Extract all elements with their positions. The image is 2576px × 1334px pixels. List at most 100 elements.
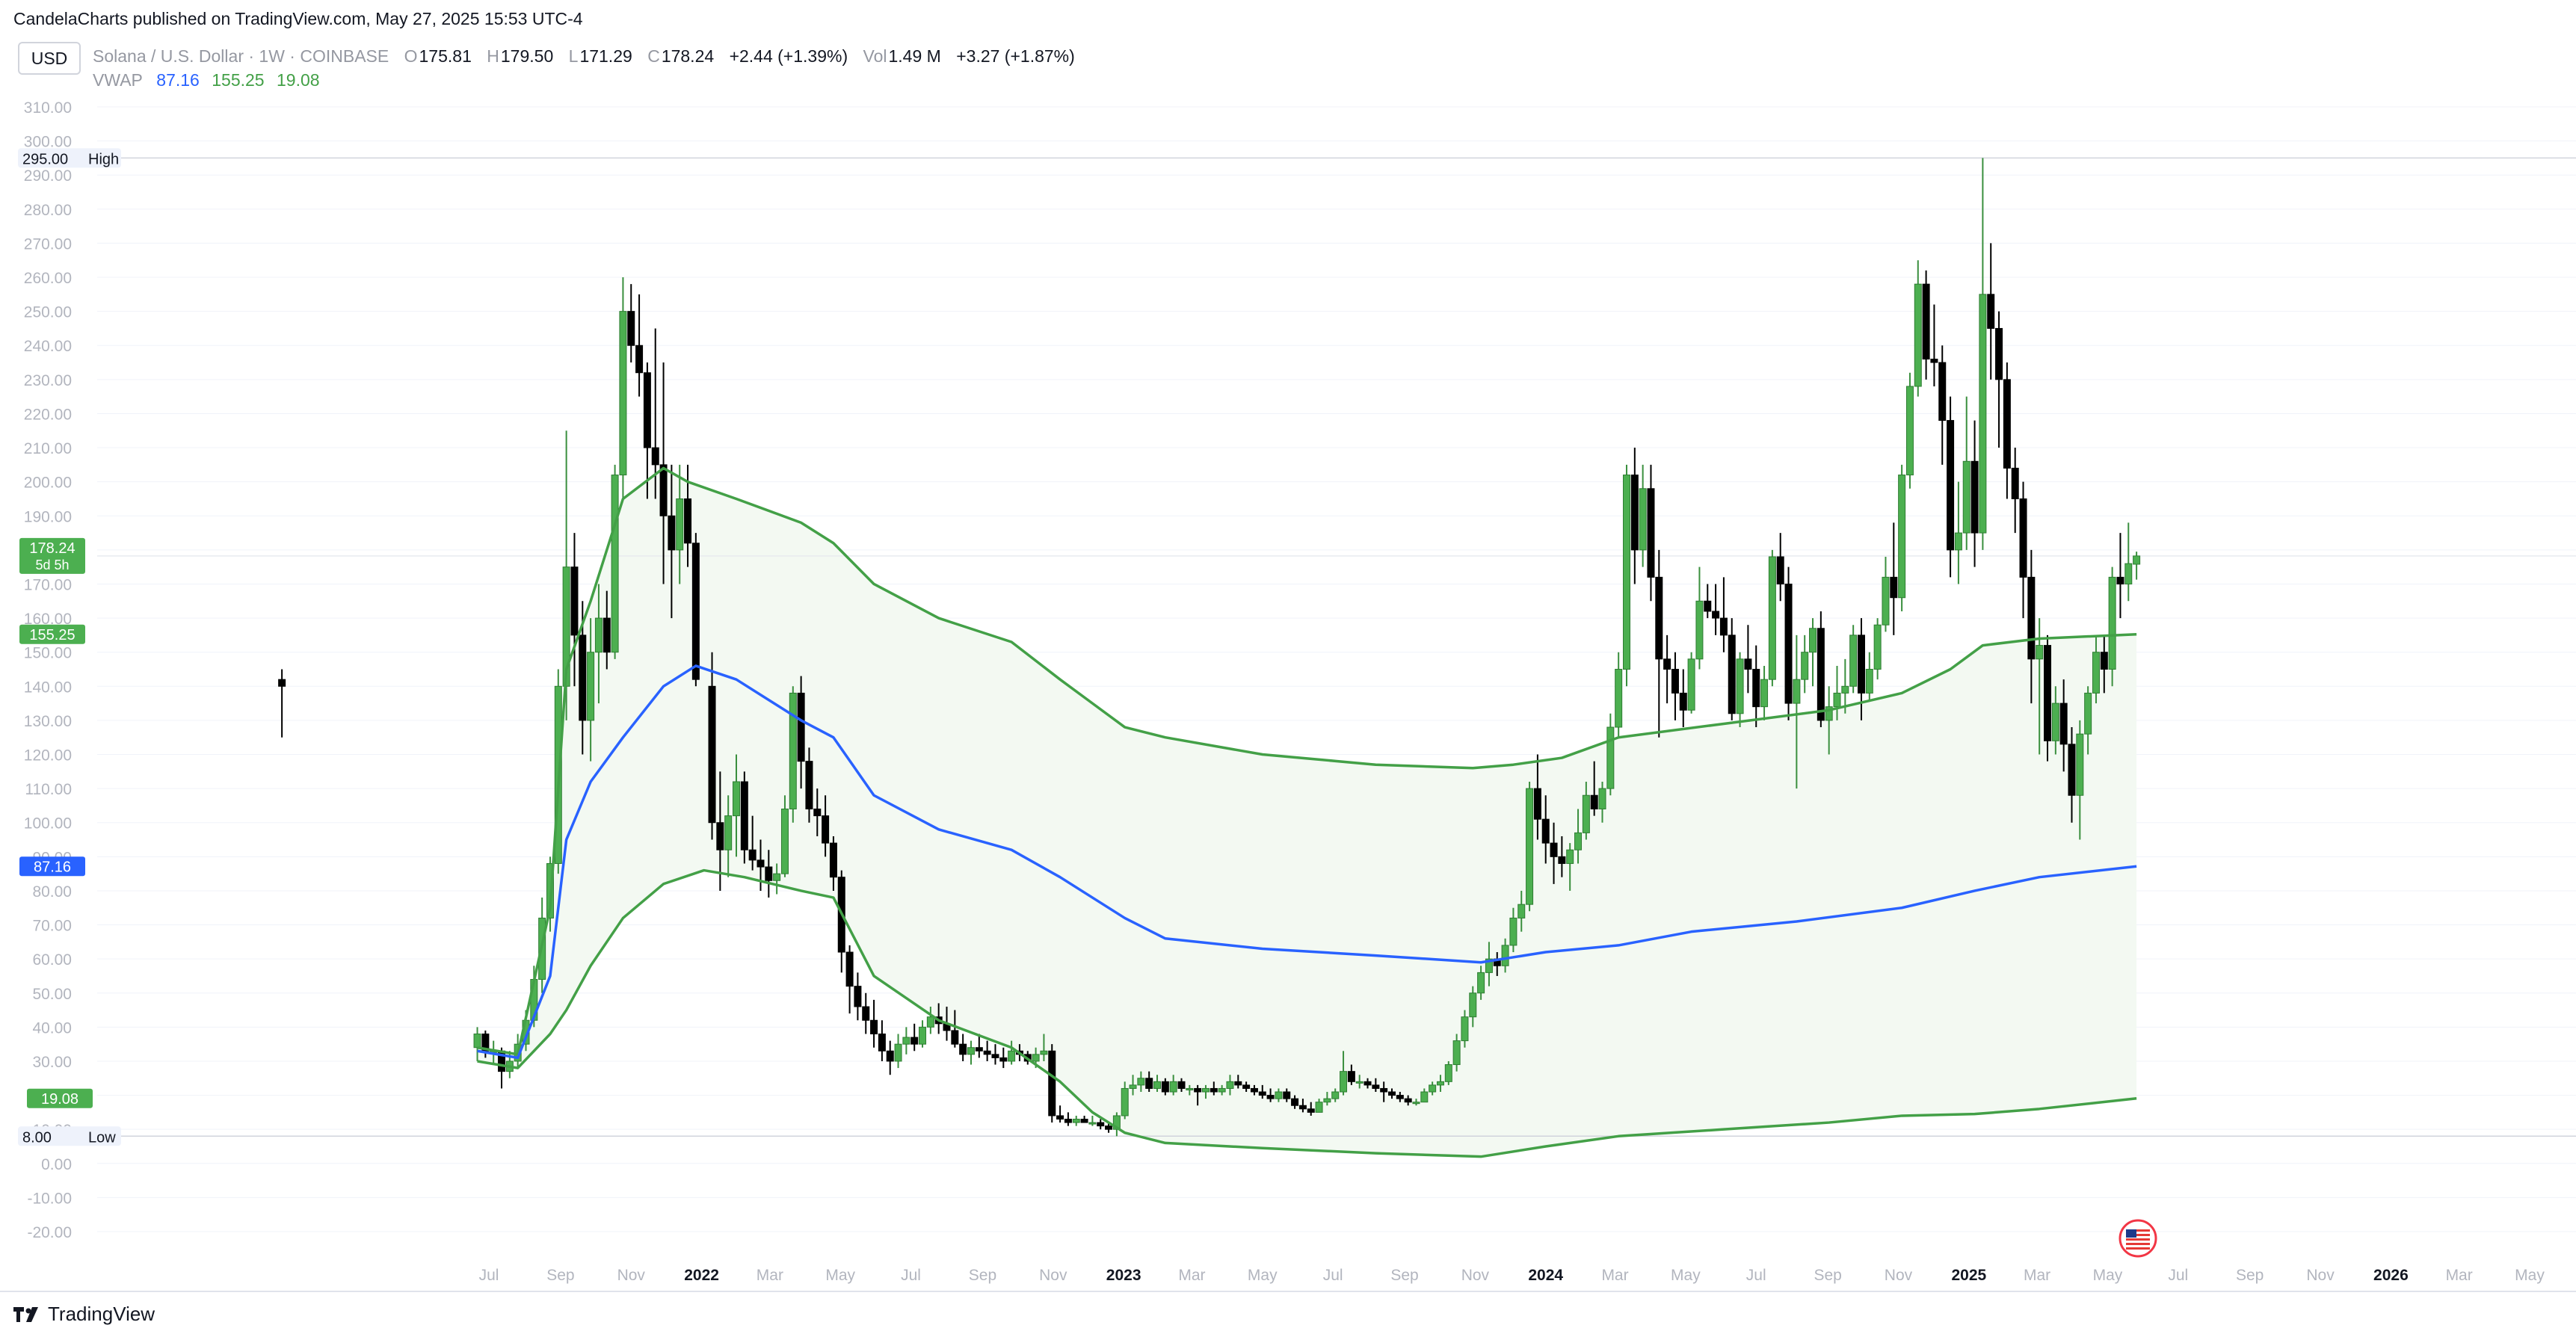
candle xyxy=(691,533,700,687)
candle-body xyxy=(1501,945,1509,966)
candle-body xyxy=(1970,460,1979,534)
candle xyxy=(1509,907,1517,953)
candle xyxy=(1064,1112,1072,1126)
low-label: L xyxy=(568,46,579,66)
candle xyxy=(1218,1084,1226,1096)
candle xyxy=(1331,1088,1340,1102)
open-value: 175.81 xyxy=(419,46,472,66)
vwap-legend[interactable]: VWAP 87.16 155.25 19.08 xyxy=(93,70,327,90)
candle-body xyxy=(1744,658,1752,670)
candle xyxy=(1615,652,1623,738)
candle-body xyxy=(1105,1125,1113,1130)
y-tick-label: 60.00 xyxy=(32,951,72,969)
candle-body xyxy=(1752,669,1760,708)
candle-body xyxy=(1340,1071,1348,1093)
y-tick-label: 130.00 xyxy=(24,713,72,730)
candle xyxy=(1598,782,1606,823)
candle-body xyxy=(1364,1081,1372,1086)
y-tick-label: 270.00 xyxy=(24,235,72,253)
candle-body xyxy=(1962,460,1970,534)
candle xyxy=(1574,809,1583,864)
candle xyxy=(1590,761,1598,816)
candle xyxy=(1347,1064,1355,1085)
high-label: H xyxy=(487,46,499,66)
candle xyxy=(1429,1081,1437,1096)
publish-info: CandelaCharts published on TradingView.c… xyxy=(13,9,583,28)
candle-body xyxy=(1283,1091,1291,1099)
candle xyxy=(1040,1034,1048,1061)
candle-body xyxy=(1833,692,1841,708)
candle xyxy=(765,850,773,898)
candle-body xyxy=(651,447,659,466)
candle xyxy=(1097,1119,1105,1130)
y-tick-label: -20.00 xyxy=(27,1224,72,1241)
candle xyxy=(1817,611,1825,728)
candle xyxy=(2076,720,2084,840)
symbol-description[interactable]: Solana / U.S. Dollar · 1W · COINBASE xyxy=(93,46,389,66)
candle xyxy=(1841,658,1849,714)
candle xyxy=(1420,1088,1429,1103)
x-tick-label: Sep xyxy=(1390,1267,1418,1284)
candle xyxy=(716,771,724,891)
x-tick-label: Sep xyxy=(969,1267,996,1284)
candle-body xyxy=(1550,842,1558,857)
candle xyxy=(1793,634,1801,789)
candle-body xyxy=(1436,1081,1444,1086)
candle xyxy=(1784,566,1793,720)
candle xyxy=(878,1020,886,1061)
candle xyxy=(1954,481,1962,584)
candle xyxy=(1186,1084,1194,1096)
price-tag-bg xyxy=(19,624,85,644)
candle xyxy=(1825,686,1833,755)
candle-body xyxy=(1145,1078,1153,1089)
candle-body xyxy=(594,617,603,653)
price-axis[interactable]: -20.00-10.000.0010.0020.0030.0040.0050.0… xyxy=(24,99,72,1241)
candle xyxy=(2092,634,2100,704)
candle xyxy=(1169,1075,1177,1096)
candle-body xyxy=(1598,788,1606,809)
x-tick-label: Mar xyxy=(2024,1267,2050,1284)
x-tick-label: May xyxy=(825,1267,855,1284)
candles[interactable] xyxy=(278,158,2141,1137)
candle-body xyxy=(1914,283,1922,387)
candle-body xyxy=(2044,645,2052,741)
candle xyxy=(1695,566,1704,670)
candle-body xyxy=(797,692,805,762)
candle-body xyxy=(2116,576,2124,584)
candle-body xyxy=(1112,1115,1121,1130)
candle xyxy=(1105,1123,1113,1133)
x-tick-label: Sep xyxy=(1814,1267,1841,1284)
tradingview-brand[interactable]: TradingView xyxy=(12,1303,155,1326)
candle xyxy=(1129,1075,1137,1096)
low-value: 171.29 xyxy=(579,46,632,66)
candle-body xyxy=(773,873,781,881)
candle xyxy=(1776,533,1784,602)
us-flag-icon[interactable] xyxy=(2119,1219,2157,1258)
candle-body xyxy=(2027,576,2036,660)
candle xyxy=(2019,481,2027,619)
vwap-label: VWAP xyxy=(93,70,143,90)
candle-body xyxy=(1987,294,1995,329)
vwap-lower-line xyxy=(477,868,2137,1158)
candle-body xyxy=(1647,488,1655,578)
volume-label: Vol xyxy=(863,46,887,66)
candle xyxy=(2133,552,2141,580)
candle-body xyxy=(1865,669,1873,694)
candle xyxy=(1987,243,1995,380)
candle xyxy=(1947,396,1955,578)
candle xyxy=(611,464,619,659)
candle-body xyxy=(1857,634,1865,694)
currency-button[interactable]: USD xyxy=(18,42,81,75)
x-tick-label: Nov xyxy=(1461,1267,1490,1284)
candle xyxy=(1008,1040,1016,1065)
candle-body xyxy=(1129,1084,1137,1089)
candle-body xyxy=(1429,1084,1437,1093)
candle xyxy=(1719,577,1728,652)
candle xyxy=(2044,634,2052,762)
candle-body xyxy=(1161,1081,1169,1093)
candle xyxy=(991,1044,999,1065)
candle-body xyxy=(1719,617,1728,636)
candle-body xyxy=(1655,576,1663,660)
time-axis[interactable]: Jul Sep Nov 2022 Mar May Jul Sep Nov 2023 Mar May Ju… xyxy=(0,1267,2576,1292)
